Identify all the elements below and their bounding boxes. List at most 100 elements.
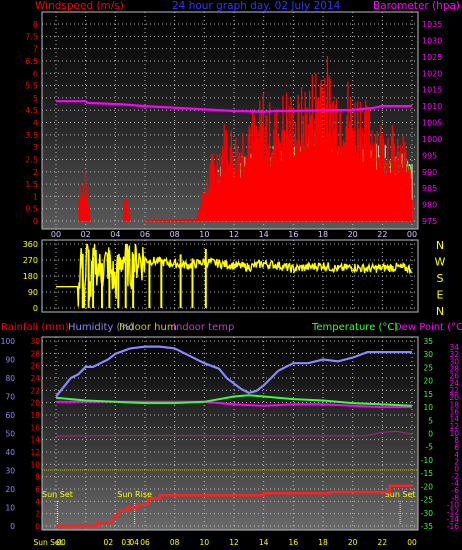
dew-point-tick-label: 12 (449, 422, 459, 431)
hour-tick-label: 00 (51, 230, 61, 239)
sun-event-label: Sun Rise (117, 490, 152, 499)
humidity-tick-label: 50 (5, 430, 15, 439)
temperature-tick-label: 5 (428, 416, 433, 425)
wind-direction-series (56, 243, 412, 309)
rainfall-tick-label: 18 (30, 411, 40, 420)
windspeed-tick-label: 2.5 (25, 155, 38, 164)
dew-point-tick-label: 26 (449, 372, 459, 381)
dew-point-tick-label: -8 (452, 493, 460, 502)
hour-tick-label: 02 (81, 230, 91, 239)
humidity-tick-label: 70 (5, 393, 15, 402)
dew-point-tick-label: 34 (449, 343, 459, 352)
dew-point-tick-label: 4 (454, 450, 459, 459)
dew-point-tick-label: 2 (454, 458, 459, 467)
barometer-series (56, 100, 412, 113)
rainfall-tick-label: 22 (30, 386, 40, 395)
sun-event-label: Sun Set (42, 490, 73, 499)
dew-point-tick-label: 6 (454, 443, 459, 452)
humidity-tick-label: 20 (5, 485, 15, 494)
hour-tick-label: 00 (407, 538, 417, 547)
dew-point-axis-title: Dew Point (°C) (394, 322, 462, 333)
rainfall-axis-title: Rainfall (mm) (1, 322, 69, 333)
temperature-tick-label: 15 (423, 390, 433, 399)
windspeed-tick-label: 6.5 (25, 57, 38, 66)
rainfall-tick-label: 24 (30, 374, 40, 383)
hour-tick-label: 02 (104, 538, 114, 547)
windspeed-tick-label: 5.5 (25, 82, 38, 91)
windspeed-tick-label: 8 (33, 20, 38, 29)
dew-point-tick-labels: 3432302826242220181614121086420-2-4-6-8-… (447, 343, 459, 531)
rainfall-tick-label: 0 (35, 522, 40, 531)
windspeed-tick-label: 7.5 (25, 32, 38, 41)
wind-direction-line (56, 243, 412, 309)
dew-point-tick-label: 28 (449, 364, 459, 373)
dew-point-tick-label: 30 (449, 357, 459, 366)
sun-event-markers: Sun Set Sun Rise Sun Set (42, 490, 416, 524)
panel-3-series (55, 345, 413, 528)
humidity-tick-label: 80 (5, 374, 15, 383)
hour-tick-label: 08 (170, 538, 180, 547)
barometer-tick-label: 1030 (422, 36, 442, 45)
dew-point-tick-label: 24 (449, 379, 459, 388)
compass-label: N (436, 305, 444, 318)
dew-point-tick-label: 16 (449, 407, 459, 416)
dew-point-tick-label: 22 (449, 386, 459, 395)
rainfall-tick-label: 2 (35, 510, 40, 519)
dew-point-tick-label: -4 (452, 479, 460, 488)
hour-tick-label: 14 (259, 538, 269, 547)
temperature-tick-label: -10 (421, 456, 433, 465)
temperature-tick-label: 10 (423, 403, 433, 412)
hour-tick-label: 00 (407, 230, 417, 239)
indoor-humidity-axis-title: Indoor hum (119, 322, 177, 333)
dew-point-tick-label: -10 (447, 501, 459, 510)
dew-point-tick-label: 14 (449, 415, 459, 424)
dew-point-tick-label: -16 (447, 522, 459, 531)
hour-tick-label: 06 (140, 230, 150, 239)
chart-title: 24 hour graph day. 02 July 2014 (172, 0, 341, 12)
humidity-tick-label: 60 (5, 411, 15, 420)
wind-direction-tick-label: 270 (23, 256, 38, 265)
barometer-tick-label: 1010 (422, 102, 442, 111)
temperature-tick-label: -35 (421, 522, 433, 531)
dew-point-tick-label: -6 (452, 486, 460, 495)
windspeed-tick-label: 2 (33, 168, 38, 177)
humidity-tick-label: 40 (5, 448, 15, 457)
hour-tick-label: 14 (259, 230, 269, 239)
barometer-tick-label: 990 (422, 168, 437, 177)
humidity-line (55, 345, 412, 398)
hour-tick-label: 20 (348, 230, 358, 239)
wind-direction-tick-labels: 360 270 180 90 0 (23, 240, 38, 313)
humidity-tick-label: 10 (5, 504, 15, 513)
windspeed-series (78, 56, 413, 221)
humidity-axis-title: Humidity (%) (68, 322, 134, 333)
dew-point-tick-label: 0 (454, 465, 459, 474)
barometer-tick-label: 1025 (422, 53, 442, 62)
barometer-tick-label: 1020 (422, 69, 442, 78)
wind-direction-tick-label: 0 (33, 304, 38, 313)
dew-point-tick-label: -2 (452, 472, 460, 481)
rainfall-tick-label: 26 (30, 362, 40, 371)
humidity-tick-label: 100 (1, 337, 16, 346)
indoor-temperature-axis-title: Indoor temp (173, 322, 234, 333)
wind-direction-tick-label: 360 (23, 240, 38, 249)
dew-point-tick-label: -14 (447, 515, 459, 524)
barometer-tick-label: 1015 (422, 86, 442, 95)
windspeed-tick-label: 7 (33, 45, 38, 54)
temperature-tick-label: 20 (423, 377, 433, 386)
temperature-humidity-panel: Rainfall (mm) Humidity (%) Indoor hum In… (1, 322, 462, 547)
temperature-tick-label: 25 (423, 363, 433, 372)
panel-3-background (41, 336, 419, 531)
windspeed-tick-label: 1 (33, 192, 38, 201)
windspeed-axis-title: Windspeed (m/s) (35, 0, 124, 12)
temperature-tick-label: -25 (421, 496, 433, 505)
barometer-tick-label: 975 (422, 217, 437, 226)
rainfall-tick-label: 12 (30, 448, 40, 457)
rainfall-tick-label: 28 (30, 349, 40, 358)
hour-tick-label: 12 (229, 538, 239, 547)
dew-point-tick-label: -12 (447, 508, 459, 517)
hour-tick-label: 16 (288, 230, 298, 239)
